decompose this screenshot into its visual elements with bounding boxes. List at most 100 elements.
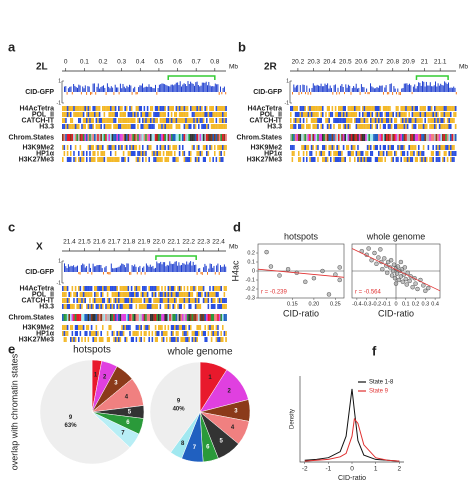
point [337,277,342,283]
track-segment [371,134,374,141]
cid-signal [325,84,327,92]
cid-signal [79,272,81,275]
track-segment [97,325,99,330]
track-segment [217,331,219,336]
track-segment [166,145,168,150]
track-segment [395,145,398,150]
plot-title: whole genome [366,231,426,241]
cid-signal [166,85,168,92]
track-segment [108,304,111,309]
track-segment [336,134,339,141]
track-segment [199,331,202,336]
cid-signal [114,84,116,92]
track-segment [225,157,227,162]
track-segment [154,331,157,336]
track-segment [175,325,178,330]
track-segment [142,112,144,117]
track-segment [199,134,202,141]
track-segment [419,157,422,162]
track-segment [90,151,93,156]
track-segment [154,151,157,156]
cid-signal [171,264,173,272]
track-segment [154,112,157,117]
track-segment [65,337,67,342]
track-segment [82,118,85,123]
track-segment [451,106,454,111]
cid-signal [139,265,141,272]
track-segment [182,145,184,150]
track-label: CATCH-IT [21,117,54,124]
cid-signal [158,84,160,92]
track-segment [97,304,99,309]
track-segment [177,112,179,117]
track-segment [105,325,107,330]
track-segment [76,314,79,321]
track-segment [427,118,430,123]
chromosome-label: X [36,242,43,253]
track-segment [166,337,168,342]
track-segment [190,325,192,330]
track-segment [162,331,165,336]
track-segment [164,157,167,162]
cid-signal [314,85,316,92]
track-segment [315,134,318,141]
track-segment [180,304,183,309]
track-segment [151,304,154,309]
track-segment [154,292,157,297]
track-segment [209,298,211,303]
cid-signal [69,86,71,92]
track-segment [218,325,221,330]
track-segment [325,134,327,141]
track-segment [164,145,167,150]
cid-signal [437,83,439,92]
track-segment [450,157,452,162]
track-segment [190,304,192,309]
track-segment [150,292,152,297]
track-segment [110,151,112,156]
track-segment [215,151,218,156]
track-segment [79,106,82,111]
track-segment [406,118,409,123]
track-segment [434,124,436,129]
track-segment [334,145,337,150]
cid-signal [192,261,194,272]
track-segment [225,145,227,150]
track-segment [191,118,194,123]
track-segment [333,118,335,123]
track-segment [317,118,319,123]
track-segment [397,145,399,150]
track-segment [178,325,181,330]
track-segment [174,134,176,141]
track-segment [142,314,144,321]
track-segment [87,304,90,309]
point [385,270,390,275]
cid-signal [329,85,331,92]
track-segment [202,298,205,303]
track-segment [358,118,361,123]
track-segment [349,124,351,129]
cid-signal [127,263,129,272]
track-segment [338,145,340,150]
track-segment [90,145,93,150]
track-segment [314,112,316,117]
track-segment [82,286,85,291]
track-segment [68,151,71,156]
track-segment [333,134,335,141]
track-segment [434,106,436,111]
track-segment [154,286,157,291]
slice-label: 6 [126,420,130,426]
track-segment [349,134,351,141]
track-segment [137,292,139,297]
track-segment [154,157,157,162]
track-segment [89,314,91,321]
track-segment [194,286,197,291]
track-segment [62,134,64,141]
track-segment [68,325,71,330]
track-segment [82,298,85,303]
cid-signal [345,84,347,92]
cid-signal [171,84,173,92]
track-segment [126,325,128,330]
track-segment [126,314,128,321]
track-segment [299,151,302,156]
track-segment [121,325,123,330]
